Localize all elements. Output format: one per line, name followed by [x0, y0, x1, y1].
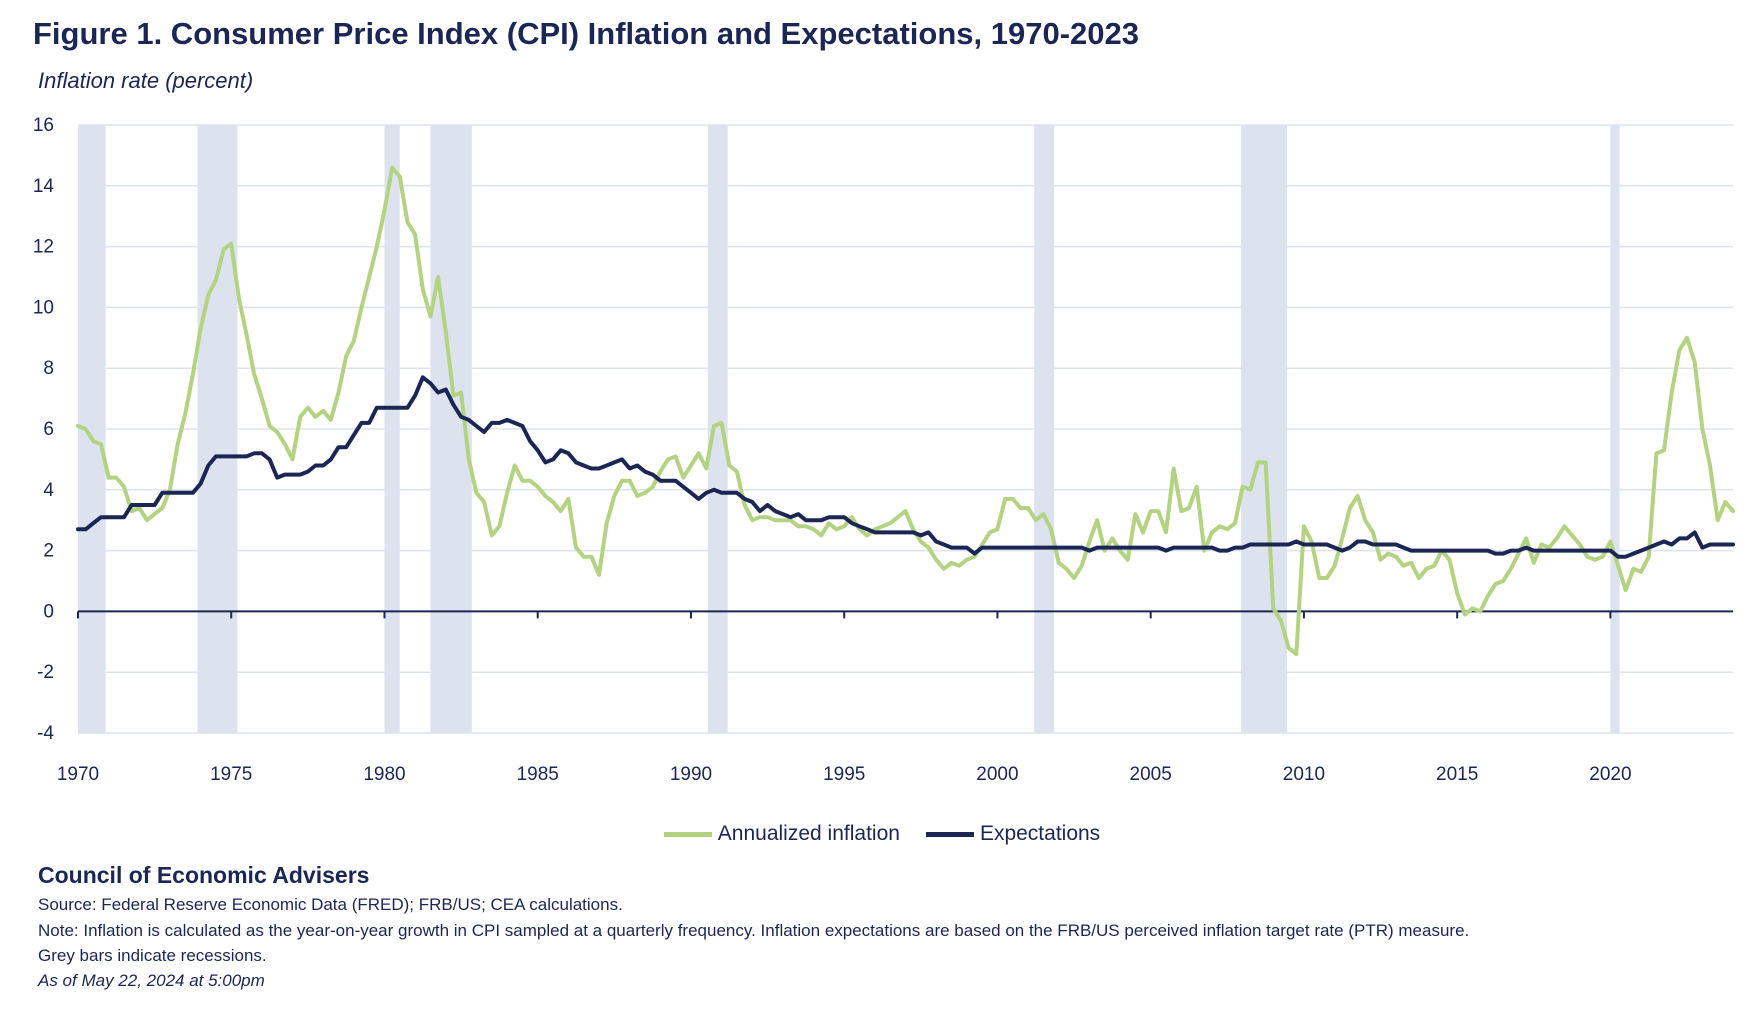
y-tick-label: 6: [43, 419, 54, 440]
x-tick-label: 1980: [363, 764, 405, 785]
x-tick-label: 2010: [1283, 764, 1325, 785]
series-line-inflation: [76, 165, 1735, 656]
chart-title: Figure 1. Consumer Price Index (CPI) Inf…: [33, 16, 1139, 51]
y-tick-label: 14: [33, 176, 55, 197]
y-tick-label: 16: [33, 115, 54, 136]
gridlines: [78, 124, 1733, 734]
x-axis: [77, 610, 1733, 619]
legend-item-expectations: Expectations: [925, 822, 1101, 846]
x-tick-label: 2015: [1436, 764, 1478, 785]
legend-swatch-inflation: [663, 831, 712, 837]
recession-note: Grey bars indicate recessions.: [38, 946, 267, 965]
y-tick-label: -4: [37, 723, 54, 744]
x-tick-label: 2020: [1589, 764, 1631, 785]
legend: Annualized inflation Expectations: [0, 822, 1764, 846]
x-tick-label: 2000: [976, 764, 1018, 785]
source-note: Source: Federal Reserve Economic Data (F…: [38, 895, 623, 914]
y-tick-label: 0: [43, 601, 54, 622]
y-tick-label: 2: [43, 541, 54, 562]
x-tick-label: 1975: [210, 764, 252, 785]
series-lines: [76, 165, 1735, 656]
y-tick-label: -2: [37, 662, 54, 683]
legend-swatch-expectations: [925, 831, 974, 837]
x-tick-label: 1985: [517, 764, 559, 785]
y-tick-labels: 16 14 12 10 8 6 4 2 0 -2 -4: [33, 115, 55, 744]
legend-label-inflation: Annualized inflation: [717, 822, 900, 845]
y-axis-label: Inflation rate (percent): [38, 68, 254, 93]
legend-item-inflation: Annualized inflation: [663, 822, 900, 846]
legend-label-expectations: Expectations: [979, 822, 1101, 845]
x-tick-label: 1970: [57, 764, 99, 785]
y-tick-label: 12: [33, 237, 54, 258]
x-tick-label: 2005: [1130, 764, 1172, 785]
organization-name: Council of Economic Advisers: [38, 862, 370, 888]
y-tick-label: 8: [43, 358, 54, 379]
x-tick-labels: 1970 1975 1980 1985 1990 1995 2000 2005 2010 2015…: [57, 764, 1632, 785]
series-line-expectations: [76, 375, 1735, 559]
x-tick-label: 1995: [823, 764, 865, 785]
y-tick-label: 4: [43, 480, 54, 501]
method-note: Note: Inflation is calculated as the yea…: [38, 921, 1470, 940]
as-of-timestamp: As of May 22, 2024 at 5:00pm: [38, 971, 265, 990]
y-tick-label: 10: [33, 297, 54, 318]
x-tick-label: 1990: [670, 764, 712, 785]
